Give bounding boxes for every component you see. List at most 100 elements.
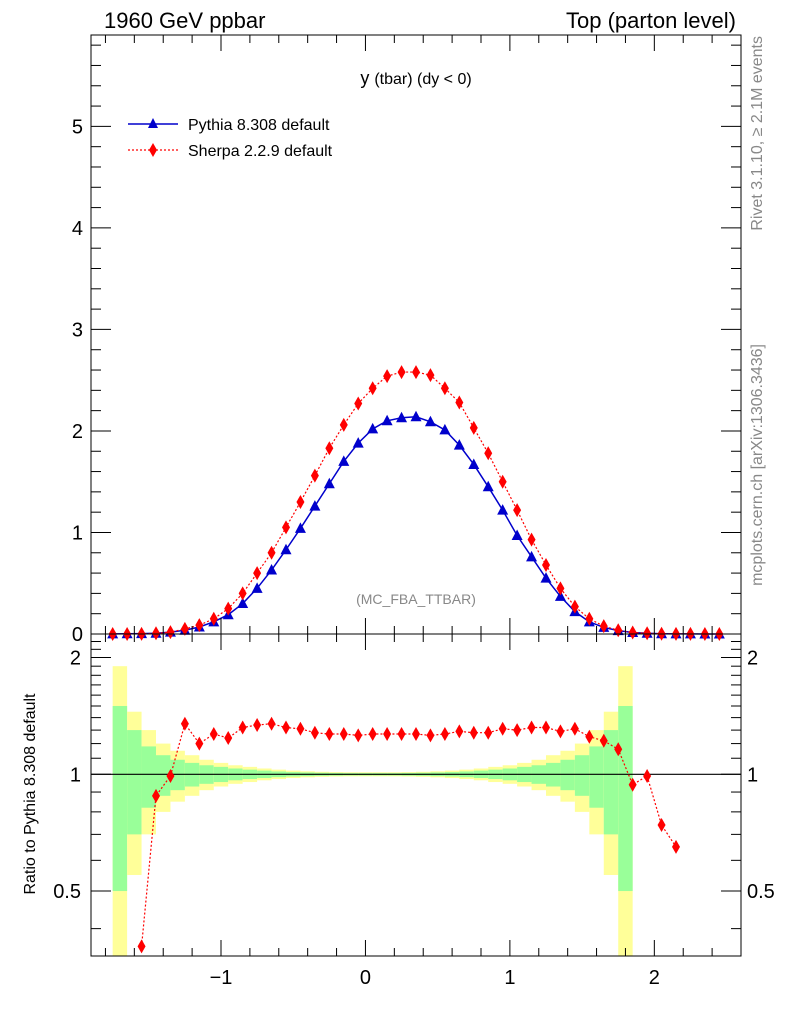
sherpa-ratio-point <box>310 725 319 740</box>
main-ytick-label: 2 <box>72 421 83 443</box>
sherpa-point <box>484 446 493 461</box>
sherpa-ratio-point <box>368 727 377 742</box>
sherpa-point <box>166 625 175 640</box>
sherpa-point <box>542 557 550 572</box>
sherpa-ratio-point <box>383 727 392 742</box>
sherpa-point <box>556 581 565 596</box>
pythia-point <box>251 582 263 593</box>
pythia-point <box>410 410 422 422</box>
pythia-point <box>352 437 364 448</box>
sherpa-point <box>513 503 522 518</box>
sherpa-ratio-point <box>585 729 594 744</box>
ratio-frame <box>90 633 742 957</box>
sherpa-ratio-point <box>397 727 406 742</box>
main-ytick-label: 3 <box>72 319 83 341</box>
sherpa-ratio-point <box>137 939 146 954</box>
sherpa-point <box>267 545 276 560</box>
pythia-point <box>323 477 335 489</box>
uncertainty-band-green <box>170 759 185 791</box>
sherpa-ratio-point <box>657 818 666 833</box>
pythia-point <box>381 414 393 426</box>
sherpa-ratio-point <box>339 727 348 742</box>
ratio-ytick-label: 1 <box>70 764 81 786</box>
pythia-point <box>540 572 552 583</box>
sherpa-point <box>469 420 478 435</box>
pythia-point <box>266 564 278 575</box>
sherpa-ratio-point <box>484 725 493 740</box>
ratio-ytick-label-right: 2 <box>747 648 758 670</box>
pythia-point <box>439 423 451 435</box>
sherpa-point <box>195 618 204 633</box>
ratio-xtick-label: 0 <box>360 967 371 989</box>
sherpa-ratio-point <box>513 723 522 738</box>
sherpa-ratio-point <box>498 721 507 736</box>
pythia-point <box>424 415 436 427</box>
sherpa-point <box>643 626 652 641</box>
analysis-label: (MC_FBA_TTBAR) <box>356 591 476 607</box>
main-title: y (tbar) (dy < 0) <box>360 68 471 88</box>
pythia-point <box>526 550 538 562</box>
sherpa-ratio-point <box>614 742 623 757</box>
uncertainty-band-green <box>589 746 604 808</box>
main-ytick-label: 1 <box>72 522 83 544</box>
sherpa-point <box>238 586 247 601</box>
sherpa-point <box>152 626 160 641</box>
sherpa-ratio-point <box>224 731 233 746</box>
uncertainty-band-green <box>112 705 128 892</box>
sherpa-point <box>570 599 579 614</box>
ratio-panel: 0.5 0.5 1 1 2 2 −1 0 1 2 <box>53 633 775 989</box>
sherpa-point <box>209 611 218 626</box>
uncertainty-band-green <box>141 746 156 808</box>
pythia-point <box>367 422 379 434</box>
ratio-xtick-label: 1 <box>504 967 515 989</box>
sherpa-ratio-point <box>195 736 204 751</box>
sherpa-ratio-point <box>325 727 334 742</box>
ratio-ytick-label: 0.5 <box>53 881 81 903</box>
sherpa-ratio-point <box>152 788 160 803</box>
sherpa-ratio-point <box>412 727 420 742</box>
pythia-point <box>309 500 321 511</box>
uncertainty-band-green <box>603 730 619 835</box>
pythia-point <box>482 480 494 492</box>
ratio-ylabel: Ratio to Pythia 8.308 default <box>22 693 39 895</box>
sherpa-ratio-point <box>426 728 435 743</box>
sherpa-point <box>440 381 449 396</box>
mcplots-label: mcplots.cern.ch [arXiv:1306.3436] <box>749 344 766 586</box>
sherpa-point <box>354 396 363 411</box>
sherpa-point <box>310 468 319 483</box>
sherpa-point <box>426 368 435 383</box>
sherpa-ratio-point <box>209 727 218 742</box>
sherpa-point <box>599 619 608 634</box>
sherpa-point <box>339 417 348 432</box>
sherpa-point <box>180 621 189 636</box>
pythia-point <box>338 455 350 466</box>
pythia-point <box>294 522 306 533</box>
sherpa-ratio-point <box>180 716 189 731</box>
sherpa-point <box>383 369 392 384</box>
sherpa-point <box>397 365 406 380</box>
ratio-xtick-label: 2 <box>649 967 660 989</box>
pythia-point <box>280 543 292 555</box>
ratio-xtick-label: −1 <box>210 967 233 989</box>
pythia-point <box>396 411 408 423</box>
beam-label: 1960 GeV ppbar <box>104 8 265 33</box>
main-ytick-label: 5 <box>72 116 83 138</box>
ratio-ytick-label: 2 <box>70 648 81 670</box>
uncertainty-band-green <box>156 755 171 796</box>
uncertainty-band-green <box>127 730 142 835</box>
legend-label-pythia: Pythia 8.308 default <box>188 117 330 134</box>
uncertainty-band-green <box>574 755 590 796</box>
sherpa-ratio-point <box>282 720 290 735</box>
sherpa-point <box>253 566 262 581</box>
sherpa-ratio-point <box>527 720 536 735</box>
sherpa-ratio-point <box>354 728 363 743</box>
pythia-point <box>554 590 566 601</box>
sherpa-ratio-point <box>440 727 449 742</box>
pythia-point <box>237 597 249 609</box>
sherpa-point <box>224 601 233 616</box>
sherpa-ratio-point <box>672 839 680 854</box>
sherpa-point <box>585 611 594 626</box>
ratio-ytick-label-right: 1 <box>747 764 758 786</box>
